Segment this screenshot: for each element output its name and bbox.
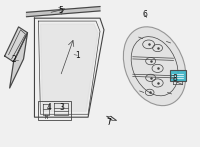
Polygon shape: [40, 24, 98, 111]
Text: 5: 5: [59, 6, 64, 15]
Text: 8: 8: [173, 74, 177, 83]
Polygon shape: [5, 27, 28, 62]
FancyBboxPatch shape: [170, 70, 186, 81]
Polygon shape: [10, 33, 28, 88]
Text: 6: 6: [142, 10, 147, 19]
Text: 1: 1: [75, 51, 80, 60]
Text: 2: 2: [11, 55, 16, 64]
Polygon shape: [27, 6, 100, 17]
Text: 4: 4: [47, 103, 52, 112]
Ellipse shape: [123, 27, 186, 106]
Text: 3: 3: [60, 103, 65, 112]
Text: 7: 7: [107, 118, 111, 127]
